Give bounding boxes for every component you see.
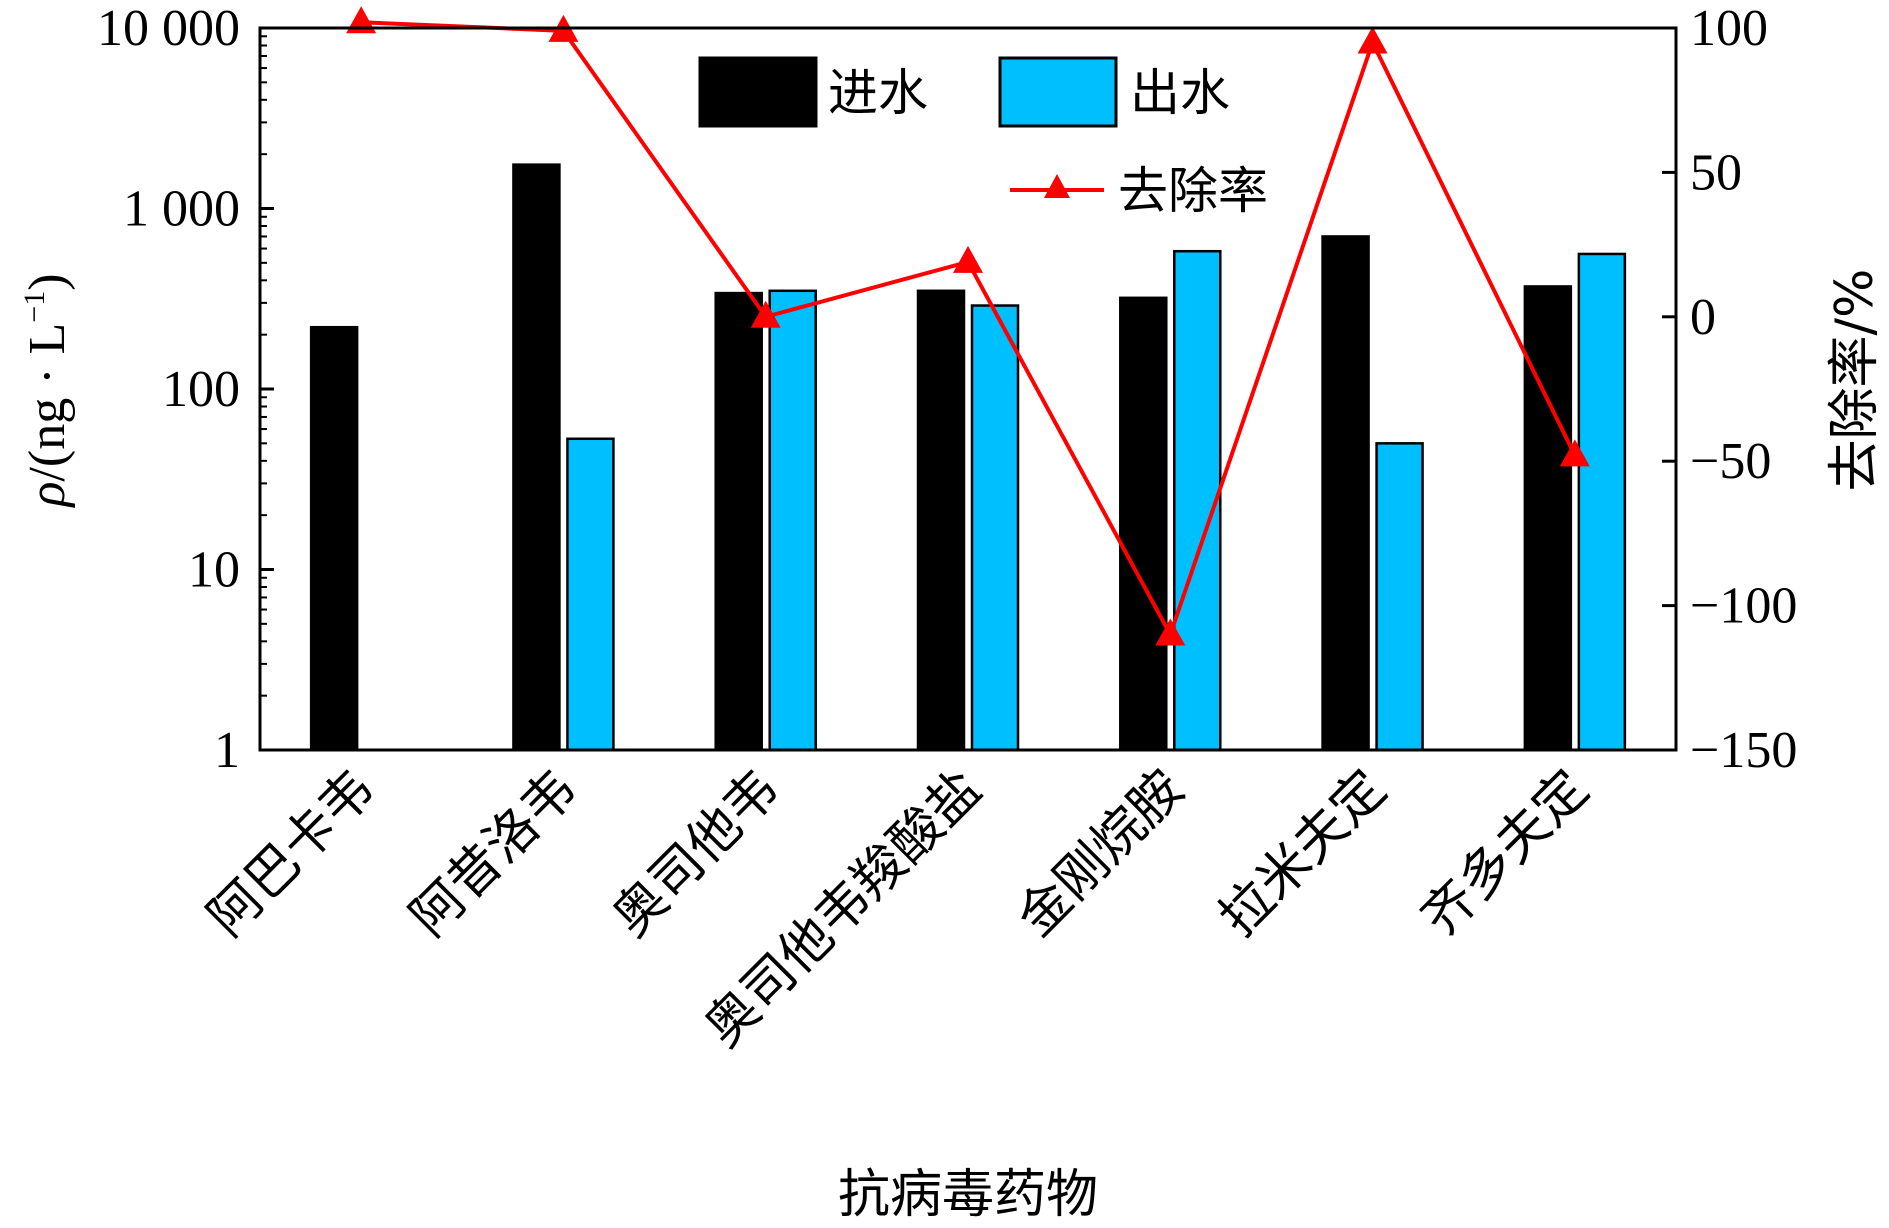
right-axis: −150 −100 −50 0 50 100: [1662, 0, 1797, 779]
bar-outflow: [1577, 252, 1627, 752]
bar-inflow: [309, 325, 359, 752]
left-axis: 1 10 100 1 000 10 000: [97, 0, 274, 779]
bar-inflow: [512, 163, 561, 752]
removal-rate-point: [346, 6, 377, 34]
removal-rate-point: [750, 300, 781, 328]
removal-rate-point: [953, 245, 983, 273]
bar-outflow: [566, 437, 615, 752]
left-tick-label: 10: [188, 542, 240, 599]
legend-marker-removal: [1044, 174, 1070, 198]
bar-inflow: [1321, 235, 1370, 752]
bar-inflow: [1523, 285, 1573, 752]
bar-outflow: [970, 304, 1020, 752]
plot-frame: [258, 26, 1678, 752]
category-label: 阿昔洛韦: [399, 759, 589, 949]
bar-outflow: [768, 289, 817, 752]
bar-inflow: [916, 289, 966, 752]
category-label: 阿巴卡韦: [197, 759, 387, 949]
right-tick-label: −100: [1690, 578, 1797, 635]
legend-swatch-inflow: [698, 56, 818, 128]
x-axis-title: 抗病毒药物: [838, 1165, 1098, 1225]
bar-outflow: [1173, 249, 1222, 752]
bar-outflow: [1375, 442, 1424, 752]
left-axis-unit-close: ): [19, 273, 76, 290]
legend: 进水 出水 去除率: [698, 56, 1268, 220]
left-axis-unit-exponent: −1: [18, 291, 51, 323]
left-tick-label: 1: [214, 722, 240, 779]
category-label: 拉米夫定: [1208, 759, 1398, 949]
left-tick-label: 10 000: [97, 0, 240, 57]
legend-label-removal: 去除率: [1118, 162, 1268, 220]
left-axis-title: ρ/(ng · L−1): [18, 273, 76, 508]
right-tick-label: −50: [1690, 433, 1771, 490]
right-tick-label: 0: [1690, 289, 1716, 346]
legend-label-outflow: 出水: [1130, 64, 1230, 122]
left-tick-label: 1 000: [123, 181, 240, 238]
legend-label-inflow: 进水: [828, 64, 928, 122]
right-tick-label: 100: [1690, 0, 1768, 57]
category-label: 金刚烷胺: [1006, 759, 1196, 949]
removal-rate-point: [1357, 26, 1388, 54]
removal-rate-point: [1155, 618, 1186, 646]
right-tick-label: −150: [1690, 722, 1797, 779]
right-axis-title: 去除率/%: [1825, 269, 1885, 492]
category-label: 奥司他韦: [601, 759, 791, 949]
bars-layer: [309, 163, 1627, 752]
category-label: 齐多夫定: [1411, 759, 1601, 949]
bar-inflow: [1119, 296, 1168, 752]
right-tick-label: 50: [1690, 144, 1742, 201]
bar-inflow: [714, 291, 763, 752]
legend-swatch-outflow: [998, 56, 1118, 128]
left-axis-symbol: ρ: [19, 482, 76, 509]
removal-rate-layer: [346, 6, 1590, 646]
removal-rate-point: [1559, 439, 1590, 467]
left-axis-unit: /(ng · L: [19, 323, 76, 482]
left-tick-label: 100: [162, 361, 240, 418]
